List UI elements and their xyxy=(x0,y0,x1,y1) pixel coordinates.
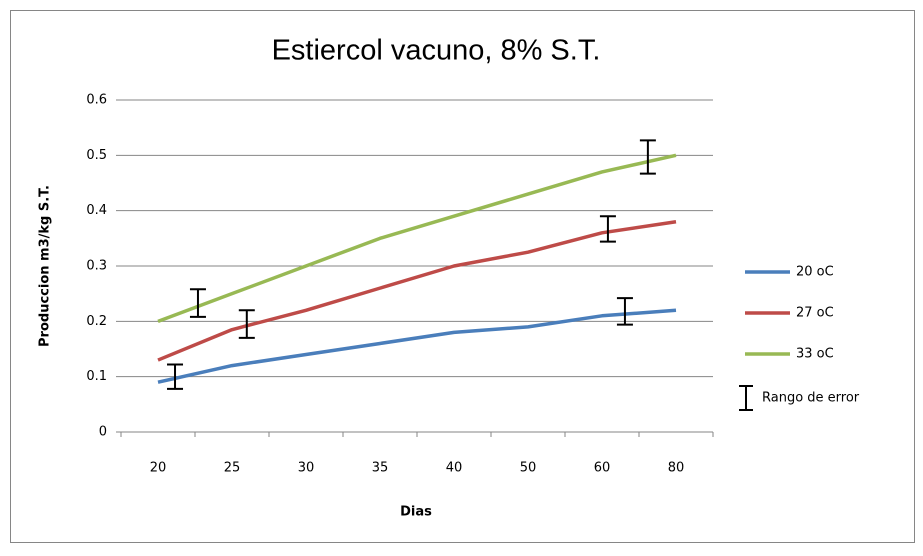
legend-label: Rango de error xyxy=(762,391,860,406)
x-tick-label: 20 xyxy=(150,461,167,476)
x-tick-label: 25 xyxy=(224,461,241,476)
chart-frame xyxy=(10,10,915,543)
x-tick-label: 50 xyxy=(520,461,537,476)
chart-title: Estiercol vacuno, 8% S.T. xyxy=(272,35,601,67)
legend-label: 27 oC xyxy=(796,306,834,321)
series-line xyxy=(157,220,677,362)
x-tick-label: 30 xyxy=(298,461,315,476)
series-line xyxy=(157,153,677,323)
y-tick-label: 0.1 xyxy=(86,369,107,384)
y-tick-label: 0.6 xyxy=(86,93,107,108)
y-tick-label: 0.4 xyxy=(86,203,107,218)
legend-label: 20 oC xyxy=(796,265,834,280)
x-tick-label: 80 xyxy=(668,461,685,476)
y-tick-label: 0.5 xyxy=(86,148,107,163)
x-tick-label: 40 xyxy=(446,461,463,476)
y-tick-label: 0.3 xyxy=(86,259,107,274)
x-axis-label: Dias xyxy=(400,505,432,520)
legend-label: 33 oC xyxy=(796,347,834,362)
y-tick-label: 0 xyxy=(99,425,107,440)
x-tick-label: 60 xyxy=(594,461,611,476)
series-line xyxy=(157,308,677,384)
y-tick-label: 0.2 xyxy=(86,314,107,329)
y-axis-label: Produccion m3/kg S.T. xyxy=(38,185,53,347)
x-tick-label: 35 xyxy=(372,461,389,476)
